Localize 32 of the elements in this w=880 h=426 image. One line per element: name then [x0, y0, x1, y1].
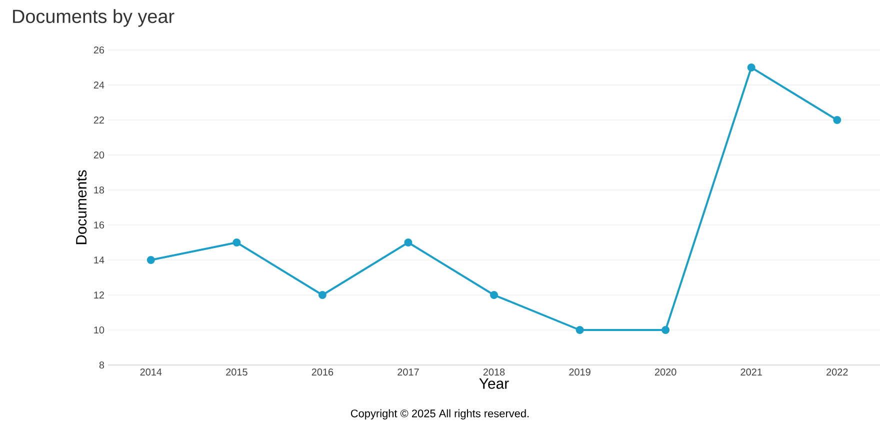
y-tick-label: 12	[94, 292, 104, 298]
point	[833, 116, 842, 124]
x-axis-title: Year	[479, 378, 509, 389]
point	[662, 326, 670, 334]
x-tick-label: 2014	[140, 368, 162, 376]
x-tick-label: 2021	[740, 368, 762, 376]
y-tick-label: 14	[94, 256, 104, 264]
point	[146, 256, 155, 264]
point	[318, 291, 326, 299]
y-tick-label: 18	[94, 186, 104, 194]
y-tick-label: 8	[99, 361, 104, 369]
y-axis-title: Documents	[76, 170, 87, 244]
y-tick-label: 26	[94, 46, 104, 54]
y-tick-label: 22	[94, 116, 104, 124]
x-tick-label: 2022	[826, 368, 848, 376]
text: Copyright © 2025 All rights reserved.	[350, 409, 529, 420]
point	[232, 238, 241, 246]
y-tick-label: 10	[94, 326, 104, 334]
y-tick-label: 20	[94, 151, 104, 159]
x-tick-label: 2018	[483, 368, 505, 376]
point	[576, 326, 584, 334]
x-tick-label: 2015	[226, 368, 248, 376]
x-tick-label: 2016	[312, 368, 334, 376]
y-tick-label: 16	[94, 221, 104, 229]
x-tick-label: 2017	[398, 368, 419, 376]
y-tick-label: 24	[94, 82, 104, 88]
x-tick-label: 2020	[654, 368, 676, 376]
point	[404, 238, 412, 246]
point	[490, 291, 498, 299]
point	[747, 63, 756, 72]
chart-title: Documents by year	[13, 9, 174, 27]
x-tick-label: 2019	[569, 368, 590, 376]
